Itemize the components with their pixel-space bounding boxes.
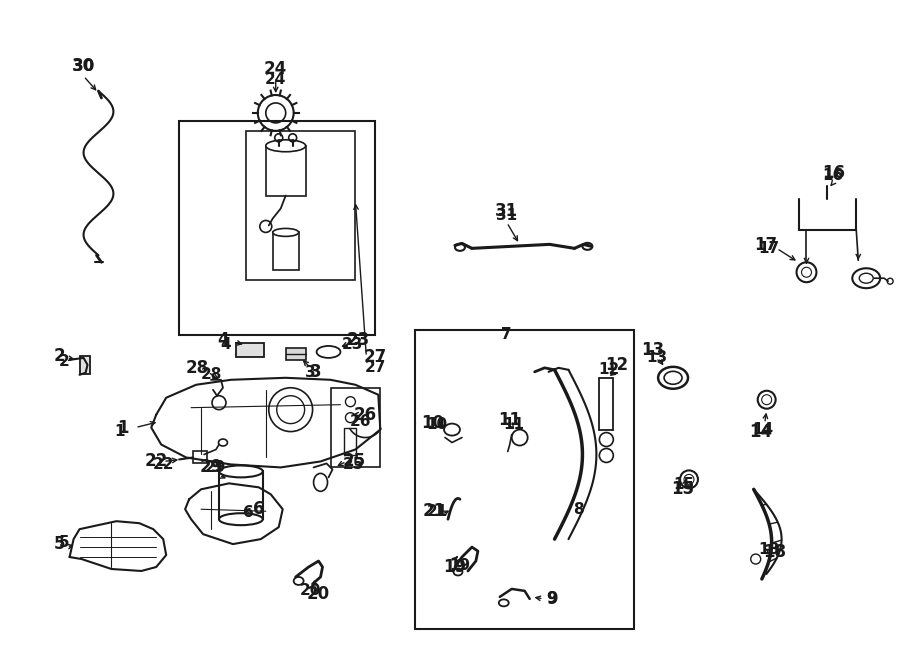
Bar	[236, 343, 264, 357]
Bar	[79, 356, 89, 374]
Text: 27: 27	[364, 360, 386, 375]
Ellipse shape	[582, 243, 592, 250]
Bar	[219, 471, 263, 519]
Text: 5: 5	[58, 535, 69, 549]
Text: 22: 22	[145, 452, 168, 471]
Text: 3: 3	[310, 363, 321, 381]
Text: 20: 20	[307, 585, 330, 603]
Text: 29: 29	[204, 460, 226, 475]
Text: 5: 5	[54, 535, 66, 553]
Text: 31: 31	[496, 208, 518, 223]
Text: 31: 31	[495, 202, 518, 219]
Text: 25: 25	[343, 452, 366, 471]
Text: 14: 14	[752, 422, 773, 437]
Text: 25: 25	[343, 457, 364, 472]
Text: 1: 1	[118, 418, 129, 436]
Text: 22: 22	[152, 457, 174, 472]
Text: 12: 12	[605, 356, 628, 374]
Text: 21: 21	[427, 504, 447, 519]
Ellipse shape	[273, 229, 299, 237]
Bar	[415, 330, 634, 629]
Text: 11: 11	[499, 410, 521, 428]
Text: 4: 4	[220, 337, 231, 352]
Text: 15: 15	[671, 481, 695, 498]
Text: 8: 8	[573, 502, 584, 517]
Text: 17: 17	[758, 241, 779, 256]
Text: 16: 16	[823, 168, 844, 183]
Bar	[285, 348, 306, 360]
Text: 29: 29	[200, 459, 222, 477]
Text: 24: 24	[265, 71, 286, 87]
Text: 6: 6	[253, 500, 265, 518]
Text: 26: 26	[354, 406, 377, 424]
Text: 30: 30	[72, 57, 95, 75]
Bar	[179, 121, 375, 335]
Text: 9: 9	[546, 592, 557, 606]
Text: 7: 7	[501, 327, 512, 342]
Text: 28: 28	[185, 359, 209, 377]
Text: 17: 17	[754, 237, 778, 254]
Ellipse shape	[293, 577, 303, 585]
Bar	[194, 451, 207, 463]
Text: 19: 19	[449, 557, 471, 572]
Text: 20: 20	[300, 584, 321, 598]
Text: 13: 13	[646, 350, 668, 366]
Text: 23: 23	[346, 331, 370, 349]
Text: 4: 4	[217, 331, 229, 349]
Text: 21: 21	[422, 502, 446, 520]
Text: 15: 15	[673, 477, 695, 492]
Ellipse shape	[219, 465, 263, 477]
Ellipse shape	[455, 244, 465, 251]
Text: 18: 18	[763, 543, 786, 561]
Text: 26: 26	[349, 414, 371, 429]
Text: 12: 12	[598, 362, 620, 377]
Text: 24: 24	[264, 60, 287, 78]
Text: 2: 2	[54, 347, 66, 365]
Bar	[266, 146, 306, 196]
Ellipse shape	[266, 140, 306, 152]
Text: 16: 16	[822, 164, 845, 182]
Bar	[273, 233, 299, 270]
Text: 6: 6	[244, 505, 254, 520]
Ellipse shape	[317, 346, 340, 358]
Text: 27: 27	[364, 348, 387, 366]
Text: 1: 1	[114, 424, 124, 439]
Text: 30: 30	[73, 59, 94, 73]
Bar	[246, 131, 356, 280]
Ellipse shape	[219, 513, 263, 525]
Text: 9: 9	[545, 590, 557, 608]
Ellipse shape	[499, 600, 508, 606]
Text: 18: 18	[758, 541, 779, 557]
Text: 2: 2	[58, 354, 69, 369]
Text: 19: 19	[444, 558, 466, 576]
Text: 23: 23	[342, 337, 363, 352]
Text: 11: 11	[503, 417, 524, 432]
Text: 28: 28	[201, 368, 221, 382]
Bar	[330, 388, 381, 467]
Text: 10: 10	[427, 417, 447, 432]
Text: 13: 13	[642, 341, 665, 359]
Ellipse shape	[454, 568, 463, 576]
Text: 3: 3	[305, 366, 316, 380]
Bar	[345, 428, 356, 455]
Text: 10: 10	[421, 414, 445, 432]
Text: 14: 14	[749, 422, 772, 441]
